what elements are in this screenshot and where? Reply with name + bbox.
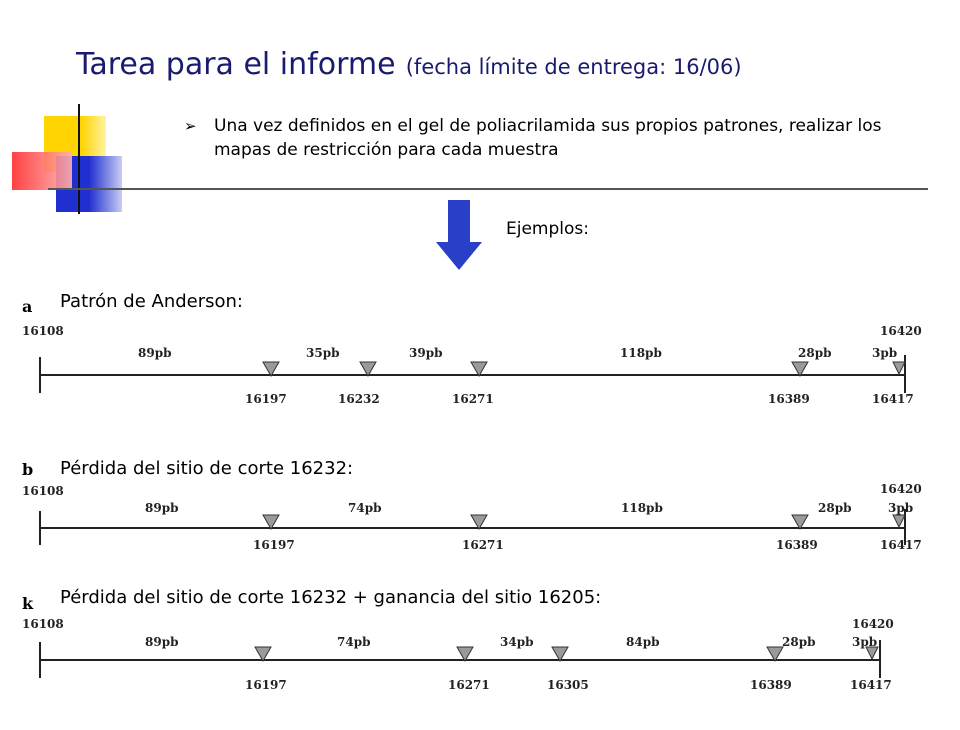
decor-horizontal-line (48, 188, 928, 190)
cut-site-label: 16197 (245, 392, 287, 406)
fragment-label: 89pb (145, 635, 178, 649)
map-letter: k (22, 594, 34, 613)
fragment-label: 39pb (409, 346, 442, 360)
cut-site-label: 16271 (452, 392, 494, 406)
cut-site-marker (791, 361, 809, 378)
title-deadline: (fecha límite de entrega: 16/06) (405, 55, 742, 79)
fragment-label: 89pb (145, 501, 178, 515)
cut-site-marker (262, 361, 280, 378)
fragment-label: 84pb (626, 635, 659, 649)
map-diagram: 16108 16420 16197 16232 16271 16389 1641… (22, 324, 922, 406)
down-arrow-icon (436, 200, 482, 270)
cut-site-marker (892, 361, 906, 376)
bullet-arrow-icon: ➢ (184, 117, 197, 135)
decor-corner-graphic (10, 100, 928, 220)
map-diagram: 16108 16420 16197 16271 16305 16389 1641… (22, 617, 894, 692)
cut-site-marker (766, 646, 784, 663)
fragment-label: 89pb (138, 346, 171, 360)
cut-site-label: 16389 (776, 538, 818, 552)
cut-site-label: 16389 (750, 678, 792, 692)
cut-site-marker (865, 646, 879, 661)
cut-site-marker (359, 361, 377, 378)
cut-site-marker (254, 646, 272, 663)
cut-site-marker (470, 361, 488, 378)
slide-title: Tarea para el informe (fecha límite de e… (76, 44, 742, 82)
cut-site-marker (791, 514, 809, 531)
fragment-label: 28pb (818, 501, 851, 515)
fragment-label: 74pb (337, 635, 370, 649)
map-end-label: 16420 (880, 482, 922, 496)
map-end-label: 16420 (852, 617, 894, 631)
title-main: Tarea para el informe (76, 47, 396, 82)
fragment-label: 34pb (500, 635, 533, 649)
examples-label: Ejemplos: (506, 219, 589, 239)
bullet-text: Una vez definidos en el gel de poliacril… (214, 116, 882, 160)
cut-site-label: 16417 (880, 538, 922, 552)
map-caption: Patrón de Anderson: (60, 291, 243, 312)
decor-red-square (12, 152, 72, 190)
cut-site-marker (892, 514, 906, 529)
cut-site-marker (262, 514, 280, 531)
decor-vertical-line (78, 104, 80, 214)
cut-site-label: 16271 (448, 678, 490, 692)
fragment-label: 118pb (620, 346, 662, 360)
cut-site-label: 16197 (245, 678, 287, 692)
map-start-label: 16108 (22, 617, 64, 631)
map-diagram: 16108 16420 16197 16271 16389 16417 89pb… (22, 482, 922, 552)
fragment-label: 3pb (852, 635, 877, 649)
map-caption: Pérdida del sitio de corte 16232 + ganan… (60, 587, 602, 608)
cut-site-label: 16232 (338, 392, 380, 406)
fragment-label: 74pb (348, 501, 381, 515)
restriction-map-k: k Pérdida del sitio de corte 16232 + gan… (0, 580, 960, 730)
restriction-map-b: b Pérdida del sitio de corte 16232: 1610… (0, 445, 960, 595)
cut-site-label: 16305 (547, 678, 589, 692)
cut-site-label: 16389 (768, 392, 810, 406)
map-start-label: 16108 (22, 324, 64, 338)
cut-site-label: 16271 (462, 538, 504, 552)
map-letter: b (22, 460, 34, 479)
map-end-label: 16420 (880, 324, 922, 338)
cut-site-label: 16417 (850, 678, 892, 692)
fragment-label: 28pb (798, 346, 831, 360)
cut-site-label: 16417 (872, 392, 914, 406)
fragment-label: 3pb (888, 501, 913, 515)
fragment-label: 118pb (621, 501, 663, 515)
cut-site-marker (551, 646, 569, 663)
restriction-map-a: a Patrón de Anderson: 16108 16420 16197 … (0, 285, 960, 435)
cut-site-marker (456, 646, 474, 663)
map-start-label: 16108 (22, 484, 64, 498)
fragment-label: 3pb (872, 346, 897, 360)
cut-site-label: 16197 (253, 538, 295, 552)
cut-site-marker (470, 514, 488, 531)
fragment-label: 28pb (782, 635, 815, 649)
map-letter: a (22, 297, 33, 316)
map-caption: Pérdida del sitio de corte 16232: (60, 458, 354, 479)
fragment-label: 35pb (306, 346, 339, 360)
